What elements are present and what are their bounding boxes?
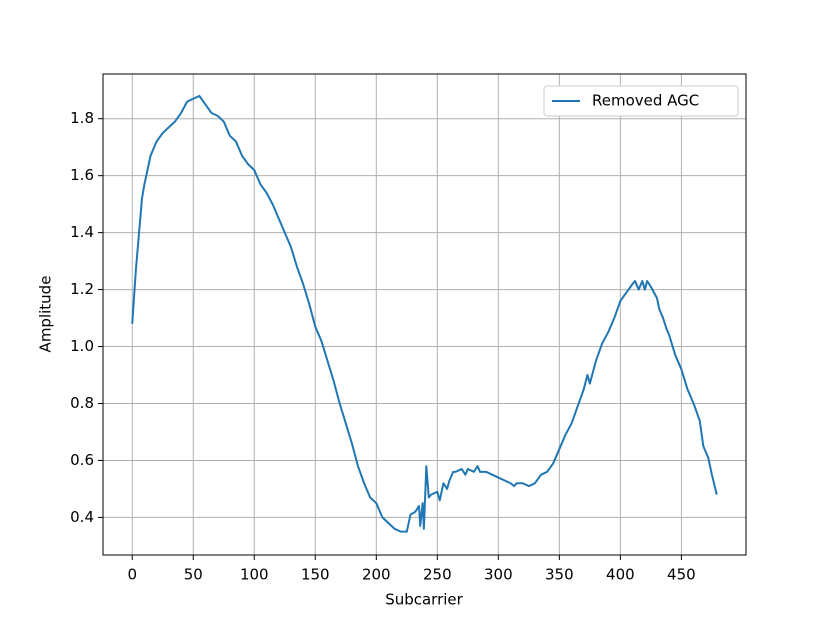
x-tick-label: 50 — [184, 566, 203, 584]
y-tick-label: 0.4 — [70, 508, 94, 526]
y-tick-label: 1.4 — [70, 223, 94, 241]
x-tick-label: 250 — [423, 566, 452, 584]
x-tick-label: 350 — [545, 566, 574, 584]
x-tick-label: 450 — [667, 566, 696, 584]
plot-frame — [102, 73, 747, 556]
y-tick-label: 0.8 — [70, 394, 94, 412]
x-tick-label: 0 — [127, 566, 137, 584]
y-axis-label: Amplitude — [37, 276, 55, 353]
y-tick-label: 1.8 — [70, 109, 94, 127]
x-axis-label: Subcarrier — [385, 591, 463, 609]
y-tick-label: 0.6 — [70, 451, 94, 469]
data-line — [131, 94, 718, 533]
x-tick-label: 400 — [606, 566, 635, 584]
legend-label: Removed AGC — [592, 92, 699, 110]
x-tick-label: 100 — [240, 566, 269, 584]
y-tick-label: 1.0 — [70, 337, 94, 355]
legend-box — [543, 85, 739, 117]
x-tick-label: 150 — [301, 566, 330, 584]
y-tick-label: 1.6 — [70, 166, 94, 184]
y-tick-label: 1.2 — [70, 280, 94, 298]
x-tick-label: 200 — [362, 566, 391, 584]
x-tick-label: 300 — [484, 566, 513, 584]
